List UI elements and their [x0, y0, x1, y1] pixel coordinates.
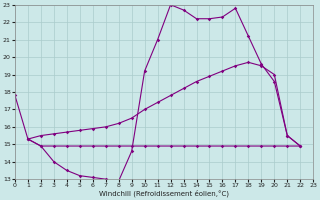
- X-axis label: Windchill (Refroidissement éolien,°C): Windchill (Refroidissement éolien,°C): [99, 190, 229, 197]
